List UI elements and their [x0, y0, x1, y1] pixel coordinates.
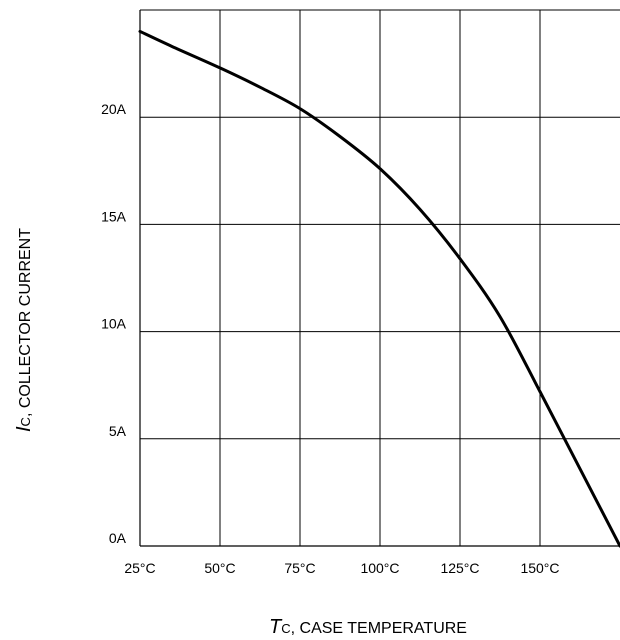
x-axis-title: TC, CASE TEMPERATURE — [269, 616, 467, 638]
x-tick-label: 100°C — [360, 560, 399, 576]
x-tick-label: 75°C — [284, 560, 315, 576]
x-tick-label: 25°C — [124, 560, 155, 576]
y-axis-title-symbol: I — [13, 426, 35, 432]
x-tick-label: 125°C — [440, 560, 479, 576]
x-axis-title-text: , CASE TEMPERATURE — [291, 620, 467, 637]
plot-frame — [139, 9, 620, 547]
y-axis-title-text: , COLLECTOR CURRENT — [17, 228, 34, 417]
y-axis-title: IC, COLLECTOR CURRENT — [13, 228, 35, 432]
y-tick-label: 5A — [109, 423, 127, 439]
series-group — [138, 29, 620, 548]
y-tick-label: 0A — [109, 530, 127, 546]
x-tick-label: 50°C — [204, 560, 235, 576]
y-axis-title-subscript: C — [18, 417, 33, 426]
y-tick-label: 20A — [101, 101, 127, 117]
grid — [140, 10, 620, 546]
y-tick-labels: 0A 5A 10A 15A 20A — [101, 101, 127, 546]
x-tick-label: 150°C — [520, 560, 559, 576]
y-tick-label: 10A — [101, 316, 127, 332]
series-line — [138, 29, 620, 548]
y-tick-label: 15A — [101, 208, 127, 224]
x-tick-labels: 25°C 50°C 75°C 100°C 125°C 150°C — [124, 560, 559, 576]
x-axis-title-subscript: C — [281, 621, 290, 636]
x-axis-title-symbol: T — [269, 616, 283, 638]
